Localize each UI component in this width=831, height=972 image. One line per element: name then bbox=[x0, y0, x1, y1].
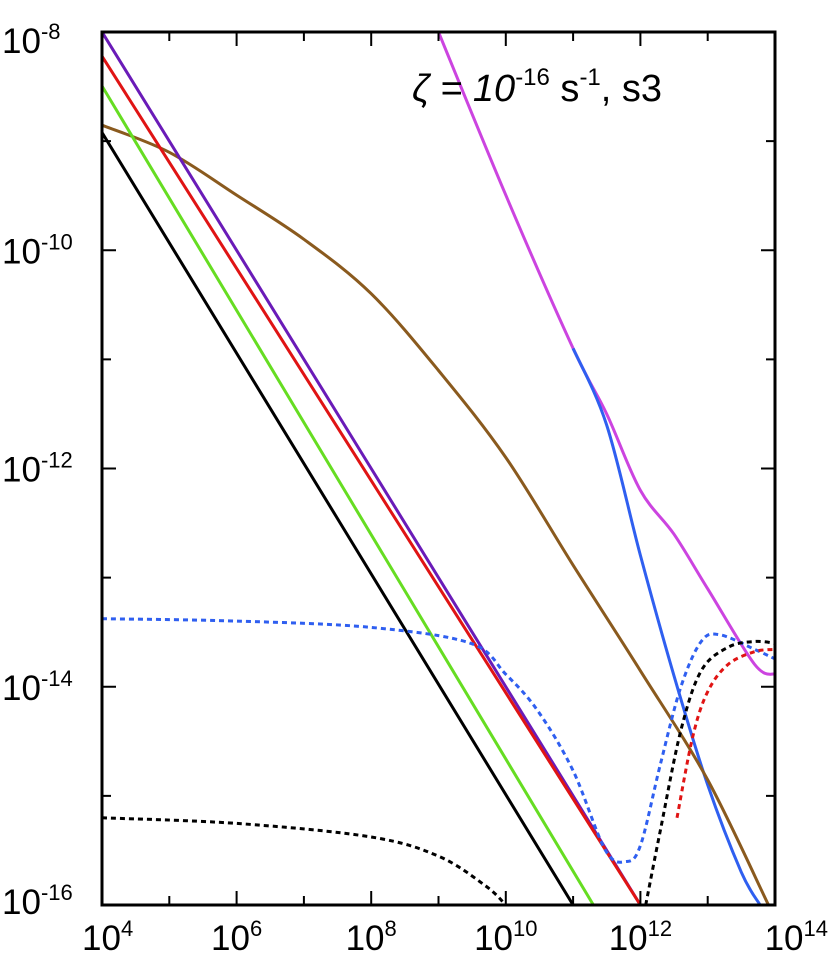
series-line-4 bbox=[102, 55, 642, 905]
x-tick-label-base: 10 bbox=[82, 919, 121, 958]
series-line-10 bbox=[675, 647, 775, 819]
y-tick-label-base: 10 bbox=[2, 451, 41, 490]
y-tick-label-base: 10 bbox=[2, 883, 41, 922]
y-tick-label-exp: -8 bbox=[41, 19, 61, 44]
series-line-0 bbox=[437, 32, 775, 676]
annotation-exp1: -16 bbox=[515, 64, 550, 91]
y-tick-label: 10-14 bbox=[2, 666, 73, 708]
series-line-1 bbox=[571, 347, 762, 905]
x-tick-label: 1014 bbox=[765, 916, 828, 958]
y-tick-label-exp: -14 bbox=[41, 666, 73, 691]
x-tick-label: 106 bbox=[211, 916, 262, 958]
tick-label-layer: 104 106 108 1010 1012 101410-810-1010-1210-14… bbox=[2, 19, 828, 958]
y-tick-label-base: 10 bbox=[2, 22, 41, 61]
annotation-symbol: ζ = 10 bbox=[412, 68, 515, 110]
x-tick-label: 104 bbox=[82, 916, 133, 958]
x-tick-label-exp: 14 bbox=[804, 916, 828, 941]
x-tick-label-exp: 8 bbox=[385, 916, 397, 941]
x-tick-label-base: 10 bbox=[765, 919, 804, 958]
series-line-8 bbox=[102, 816, 507, 905]
y-tick-label: 10-16 bbox=[2, 880, 73, 922]
y-tick-label: 10-8 bbox=[2, 19, 61, 61]
y-tick-label-exp: -12 bbox=[41, 448, 73, 473]
x-tick-label: 1010 bbox=[474, 916, 537, 958]
series-line-3 bbox=[102, 32, 642, 905]
y-tick-label: 10-10 bbox=[2, 229, 73, 271]
series-line-6 bbox=[102, 131, 575, 905]
x-tick-label-exp: 6 bbox=[250, 916, 262, 941]
y-tick-label: 10-12 bbox=[2, 448, 73, 490]
x-tick-label-exp: 10 bbox=[513, 916, 537, 941]
x-tick-label-base: 10 bbox=[474, 919, 513, 958]
x-tick-label-exp: 4 bbox=[121, 916, 133, 941]
y-tick-label-exp: -10 bbox=[41, 229, 73, 254]
series-line-2 bbox=[102, 123, 770, 905]
plot-frame bbox=[100, 30, 777, 907]
x-tick-label: 1012 bbox=[609, 916, 672, 958]
x-tick-label-base: 10 bbox=[346, 919, 385, 958]
y-tick-label-exp: -16 bbox=[41, 880, 73, 905]
annotation-suffix: , s3 bbox=[601, 68, 662, 110]
x-tick-label-base: 10 bbox=[609, 919, 648, 958]
series-layer bbox=[102, 32, 775, 905]
tick-layer bbox=[101, 31, 776, 906]
series-line-9 bbox=[644, 639, 775, 905]
y-tick-label-base: 10 bbox=[2, 232, 41, 271]
series-line-5 bbox=[102, 85, 595, 905]
x-tick-label: 108 bbox=[346, 916, 397, 958]
x-tick-label-base: 10 bbox=[211, 919, 250, 958]
x-tick-label-exp: 12 bbox=[648, 916, 672, 941]
annotation-unit: s bbox=[550, 68, 580, 110]
series-line-7 bbox=[102, 617, 775, 864]
annotation-exp2: -1 bbox=[579, 64, 600, 91]
y-tick-label-base: 10 bbox=[2, 669, 41, 708]
annotation: ζ = 10-16 s-1, s3 bbox=[412, 64, 662, 110]
